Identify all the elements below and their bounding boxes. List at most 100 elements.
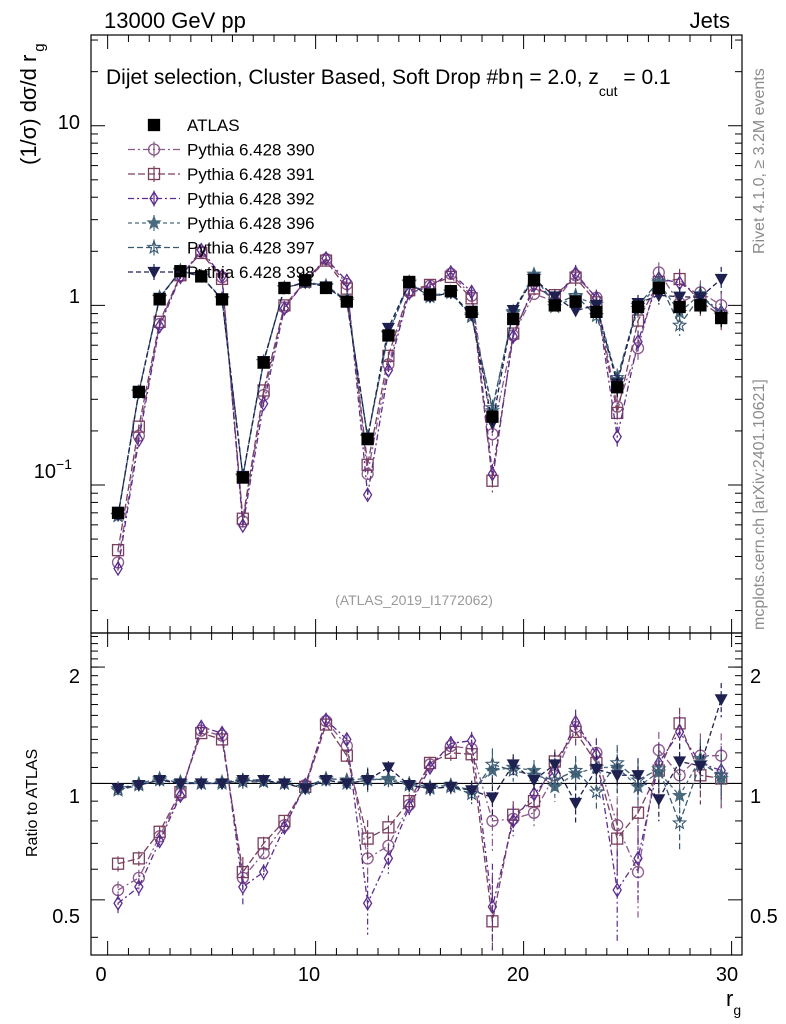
series-point-main <box>154 318 165 334</box>
series-point-ratio <box>547 772 563 787</box>
ratio-tick-label-1: 1 <box>69 786 80 808</box>
series-point-ratio <box>217 725 227 741</box>
series-point-main <box>486 474 499 487</box>
legend-marker <box>146 239 162 255</box>
atlas-point <box>590 305 603 319</box>
plot-title: Dijet selection, Cluster Based, Soft Dro… <box>106 66 671 99</box>
atlas-point <box>361 432 374 446</box>
atlas-point <box>527 274 541 287</box>
legend-item: Pythia 6.428 390 <box>128 141 315 160</box>
series-point-ratio <box>506 759 520 772</box>
series-point-ratio <box>132 852 145 865</box>
series-point-ratio <box>215 778 229 791</box>
atlas-point <box>278 281 291 295</box>
series-point-ratio <box>342 731 352 748</box>
atlas-point <box>507 312 520 326</box>
legend-label: Pythia 6.428 398 <box>187 263 315 282</box>
series-point-ratio <box>113 895 123 911</box>
series-6 <box>111 266 728 823</box>
legend-label: Pythia 6.428 390 <box>187 141 315 160</box>
atlas-point <box>673 300 686 314</box>
series-point-main <box>633 334 643 350</box>
series-point-main <box>487 466 498 482</box>
atlas-point <box>236 471 249 484</box>
y-main-axis-label: (1/σ) dσ/d rg <box>16 43 48 165</box>
atlas-point <box>694 299 707 312</box>
series-point-ratio <box>319 775 333 787</box>
series-point-ratio <box>196 719 206 735</box>
series-point-ratio <box>527 775 541 787</box>
series-point-ratio <box>111 783 125 796</box>
x-tick-label-10: 10 <box>298 964 320 986</box>
series-point-ratio <box>612 882 622 898</box>
atlas-point <box>132 385 145 399</box>
x-tick-label-30: 30 <box>716 964 738 986</box>
series-point-ratio <box>340 778 354 791</box>
series-point-ratio <box>257 837 270 850</box>
plot-title-tail: = 0.1 <box>618 66 671 89</box>
atlas-point <box>465 305 478 319</box>
atlas-point <box>215 293 229 306</box>
legend-item: Pythia 6.428 396 <box>128 214 315 233</box>
series-point-ratio <box>382 821 395 834</box>
atlas-point <box>548 299 561 312</box>
legend-marker <box>146 214 162 230</box>
plot-title-main: Dijet selection, Cluster Based, Soft Dro… <box>106 66 510 89</box>
y-ratio-axis-label: Ratio to ATLAS <box>24 749 41 857</box>
series-point-ratio <box>380 772 397 787</box>
series-point-main <box>570 265 581 281</box>
series-point-main <box>589 300 603 312</box>
atlas-point <box>319 281 333 295</box>
analysis-watermark: (ATLAS_2019_I1772062) <box>335 592 493 608</box>
series-point-ratio <box>610 770 624 783</box>
legend-item: Pythia 6.428 397 <box>128 239 315 258</box>
series-point-ratio <box>175 787 186 804</box>
series-point-ratio <box>570 714 581 730</box>
series-point-ratio <box>714 694 728 707</box>
atlas-point <box>111 506 125 519</box>
series-point-ratio <box>633 850 643 867</box>
series-point-ratio <box>611 832 624 845</box>
series-point-ratio <box>569 797 583 810</box>
main-tick-label-0.1: 10−1 <box>34 456 72 483</box>
series-point-ratio <box>588 784 605 799</box>
series-point-ratio <box>238 879 248 895</box>
series-point-main <box>258 396 269 412</box>
legend-marker <box>147 266 161 279</box>
main-tick-label-1: 1 <box>69 286 80 308</box>
series-point-ratio <box>236 775 250 787</box>
series-line-main <box>117 249 722 569</box>
legend-item: Pythia 6.428 398 <box>128 263 315 282</box>
series-point-ratio <box>257 775 271 787</box>
series-point-ratio <box>444 781 458 794</box>
ratio-tick-label-1-right: 1 <box>750 786 761 808</box>
series-point-main <box>196 242 206 258</box>
data-series <box>110 242 729 951</box>
series-point-ratio <box>652 794 666 807</box>
series-point-main <box>382 349 395 362</box>
series-line-main <box>117 270 722 516</box>
header-energy: 13000 GeV pp <box>104 8 246 33</box>
legend-item: Pythia 6.428 391 <box>128 165 315 184</box>
series-line-main <box>117 270 722 516</box>
ratio-tick-label-2-right: 2 <box>750 666 761 688</box>
series-line-main <box>117 251 722 551</box>
series-point-main <box>113 560 123 577</box>
series-line-main <box>117 250 722 563</box>
series-point-ratio <box>321 712 331 728</box>
series-point-main <box>506 305 520 317</box>
legend-marker <box>147 167 161 181</box>
atlas-point <box>569 295 582 308</box>
series-point-main <box>321 250 331 267</box>
x-tick-label-0: 0 <box>95 964 106 986</box>
series-atlas <box>111 265 728 519</box>
atlas-point <box>257 356 270 369</box>
atlas-point <box>299 274 312 287</box>
atlas-point <box>340 295 353 308</box>
plot-title-cut: cut <box>599 83 618 99</box>
series-point-main <box>342 273 352 289</box>
atlas-point <box>382 329 395 342</box>
atlas-point <box>195 270 208 283</box>
legend-marker <box>149 190 159 207</box>
